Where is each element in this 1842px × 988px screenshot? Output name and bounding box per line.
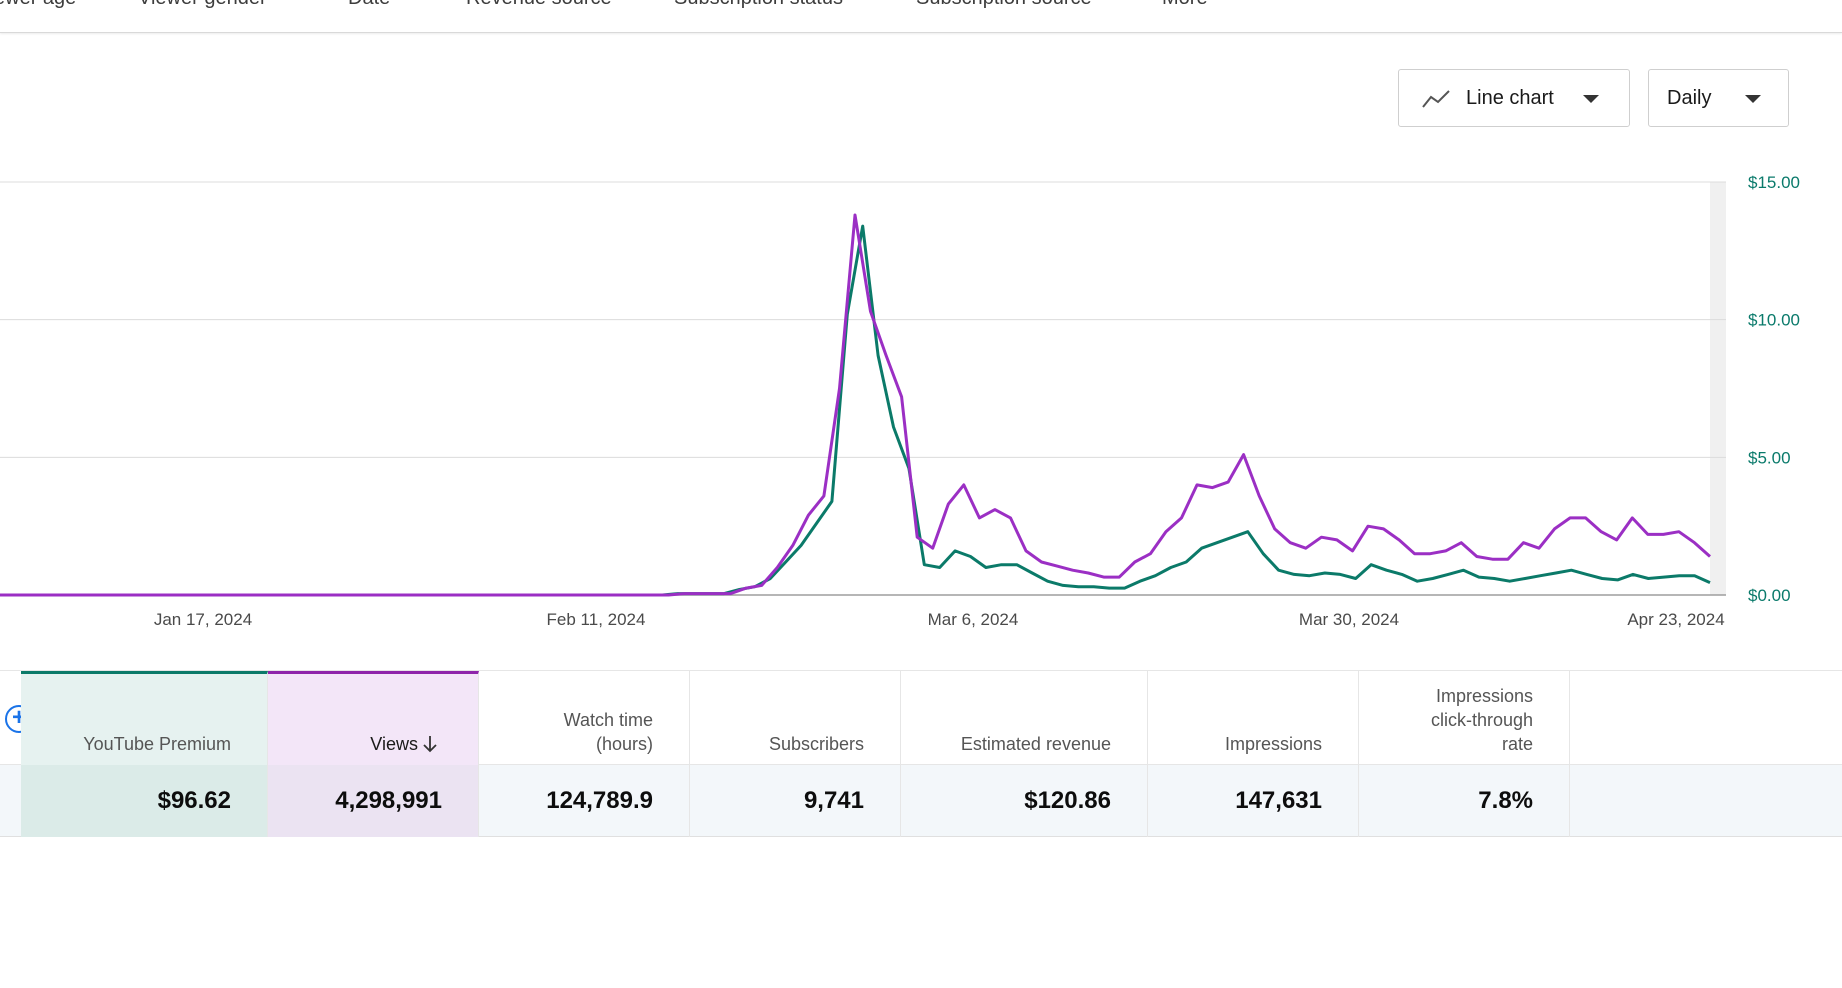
cell-estimated-revenue: $120.86: [901, 765, 1148, 837]
x-tick-label: Jan 17, 2024: [154, 610, 252, 629]
cell-youtube-premium: $96.62: [21, 765, 268, 837]
y-tick-label: $0.00: [1748, 586, 1791, 605]
tab-viewer-age[interactable]: ewer age: [0, 0, 76, 10]
chevron-down-icon: [1583, 95, 1599, 103]
header-label: Impressions: [1224, 734, 1322, 754]
tab-more[interactable]: More: [1162, 0, 1208, 10]
table-row: $96.62 4,298,991 124,789.9 9,741 $120.86…: [0, 765, 1842, 837]
cell-subscribers: 9,741: [690, 765, 901, 837]
chart-type-label: Line chart: [1466, 87, 1554, 109]
cell-impressions-ctr: 7.8%: [1359, 765, 1570, 837]
header-label: Views: [370, 734, 418, 754]
x-tick-label: Mar 30, 2024: [1299, 610, 1399, 629]
header-line: (hours): [595, 734, 653, 754]
chart-type-dropdown[interactable]: Line chart: [1398, 69, 1630, 127]
header-label: Impressions click-through rate: [1431, 684, 1533, 756]
column-header-subscribers[interactable]: Subscribers: [690, 671, 901, 766]
column-header-impressions[interactable]: Impressions: [1148, 671, 1359, 766]
interval-label: Daily: [1667, 87, 1712, 109]
cell-impressions: 147,631: [1148, 765, 1359, 837]
cell-value: 147,631: [1235, 787, 1322, 814]
tab-subscription-status[interactable]: Subscription status: [674, 0, 843, 10]
chevron-down-icon: [1745, 95, 1761, 103]
cell-value: 4,298,991: [335, 787, 442, 814]
chart-scroll-band: [1710, 182, 1726, 595]
series-line-youtube-premium: [0, 224, 1711, 597]
y-tick-label: $5.00: [1748, 448, 1791, 467]
column-header-impressions-ctr[interactable]: Impressions click-through rate: [1359, 671, 1570, 766]
y-tick-label: $15.00: [1748, 173, 1800, 192]
x-tick-label: Feb 11, 2024: [547, 610, 646, 629]
header-line: Impressions: [1435, 686, 1533, 706]
tab-subscription-source[interactable]: Subscription source: [916, 0, 1092, 10]
cell-watch-time: 124,789.9: [479, 765, 690, 837]
header-label: Estimated revenue: [960, 734, 1111, 754]
header-label: Subscribers: [768, 734, 864, 754]
interval-dropdown[interactable]: Daily: [1648, 69, 1789, 127]
cell-value: 7.8%: [1478, 787, 1533, 814]
tab-date[interactable]: Date: [348, 0, 390, 10]
series-line-views: [0, 213, 1711, 597]
header-label: YouTube Premium: [83, 734, 231, 754]
tab-viewer-gender[interactable]: Viewer gender: [138, 0, 267, 10]
header-line: rate: [1501, 734, 1533, 754]
header-line: Watch time: [563, 710, 653, 730]
cell-value: 9,741: [803, 787, 864, 814]
table-header-row: + YouTube Premium Views Watch time (hour…: [0, 670, 1842, 766]
arrow-down-icon: [423, 736, 437, 753]
header-line: click-through: [1430, 710, 1533, 730]
cell-value: $96.62: [157, 787, 231, 814]
y-tick-label: $10.00: [1748, 311, 1800, 330]
line-chart-icon: [1422, 90, 1450, 108]
cell-value: 124,789.9: [546, 787, 653, 814]
line-chart[interactable]: $15.00 $10.00 $5.00 $0.00 Jan 17, 2024 Feb 1…: [0, 160, 1842, 630]
column-header-watch-time[interactable]: Watch time (hours): [479, 671, 690, 766]
x-tick-label: Mar 6, 2024: [928, 610, 1019, 629]
column-header-views[interactable]: Views: [268, 671, 479, 766]
header-label: Watch time (hours): [564, 708, 653, 756]
dimension-tab-bar: ewer age Viewer gender Date Revenue sour…: [0, 0, 1842, 33]
column-header-youtube-premium[interactable]: YouTube Premium: [21, 671, 268, 766]
x-tick-label: Apr 23, 2024: [1627, 610, 1724, 629]
column-header-estimated-revenue[interactable]: Estimated revenue: [901, 671, 1148, 766]
cell-views: 4,298,991: [268, 765, 479, 837]
tab-revenue-source[interactable]: Revenue source: [466, 0, 612, 10]
cell-value: $120.86: [1024, 787, 1111, 814]
metrics-table: + YouTube Premium Views Watch time (hour…: [0, 670, 1842, 838]
